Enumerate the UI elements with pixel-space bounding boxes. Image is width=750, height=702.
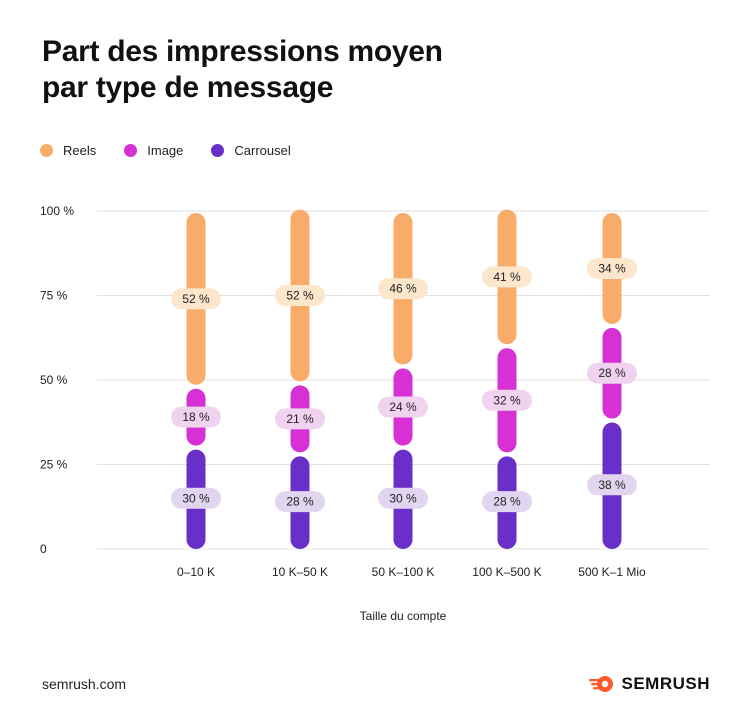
brand-logo: SEMRUSH: [589, 674, 710, 694]
data-label-bg-carrousel: [587, 474, 637, 496]
data-label-bg-image: [482, 389, 532, 411]
data-label-reels: 46 %: [389, 282, 417, 296]
data-label-bg-reels: [378, 278, 428, 300]
data-label-carrousel: 30 %: [182, 491, 210, 505]
x-tick-label: 100 K–500 K: [472, 565, 541, 579]
legend-swatch-carrousel: [211, 144, 225, 157]
y-tick-label: 100 %: [40, 204, 74, 218]
chart-title-line-2: par type de message: [42, 71, 334, 104]
data-label-bg-carrousel: [275, 491, 325, 513]
data-label-reels: 41 %: [493, 270, 521, 284]
data-label-bg-carrousel: [171, 487, 221, 509]
legend-item-reels: Reels: [40, 143, 96, 158]
legend-label-image: Image: [147, 143, 184, 158]
data-label-bg-reels: [275, 285, 325, 306]
y-tick-label: 25 %: [40, 458, 68, 472]
data-label-bg-image: [275, 408, 325, 430]
data-label-carrousel: 28 %: [493, 495, 521, 509]
legend: Reels Image Carrousel: [40, 143, 319, 158]
source-text: semrush.com: [42, 676, 127, 692]
data-label-image: 32 %: [493, 393, 521, 407]
data-label-carrousel: 28 %: [286, 495, 314, 509]
x-tick-label: 0–10 K: [177, 565, 215, 579]
data-label-bg-carrousel: [482, 491, 532, 513]
data-label-bg-reels: [587, 257, 637, 279]
data-label-image: 21 %: [286, 412, 314, 426]
data-label-reels: 34 %: [598, 261, 626, 275]
y-tick-label: 0: [40, 542, 47, 556]
x-tick-label: 500 K–1 Mio: [578, 565, 646, 579]
data-label-bg-image: [171, 406, 221, 428]
data-label-carrousel: 30 %: [389, 491, 417, 505]
semrush-flame-icon: [589, 676, 614, 692]
legend-label-carrousel: Carrousel: [234, 143, 291, 158]
data-label-image: 28 %: [598, 366, 626, 380]
y-tick-label: 50 %: [40, 373, 68, 387]
legend-swatch-reels: [40, 144, 53, 157]
legend-swatch-image: [124, 144, 138, 157]
data-label-bg-image: [378, 396, 428, 418]
x-axis-title: Taille du compte: [360, 609, 447, 623]
x-tick-label: 50 K–100 K: [372, 565, 435, 579]
legend-item-carrousel: Carrousel: [211, 143, 291, 158]
chart-title: Part des impressions moyen par type de m…: [42, 34, 443, 106]
y-tick-label: 75 %: [40, 289, 68, 303]
data-label-reels: 52 %: [286, 289, 314, 303]
data-label-image: 24 %: [389, 400, 417, 414]
chart-title-line-1: Part des impressions moyen: [42, 35, 443, 68]
data-label-reels: 52 %: [182, 292, 210, 306]
brand-name: SEMRUSH: [621, 674, 710, 693]
data-label-bg-image: [587, 362, 637, 384]
legend-label-reels: Reels: [63, 143, 97, 158]
data-label-bg-carrousel: [378, 487, 428, 509]
x-tick-label: 10 K–50 K: [272, 565, 328, 579]
legend-item-image: Image: [124, 143, 183, 158]
data-label-bg-reels: [482, 266, 532, 288]
data-label-image: 18 %: [182, 410, 210, 424]
data-label-carrousel: 38 %: [598, 478, 626, 492]
data-label-bg-reels: [171, 288, 221, 310]
